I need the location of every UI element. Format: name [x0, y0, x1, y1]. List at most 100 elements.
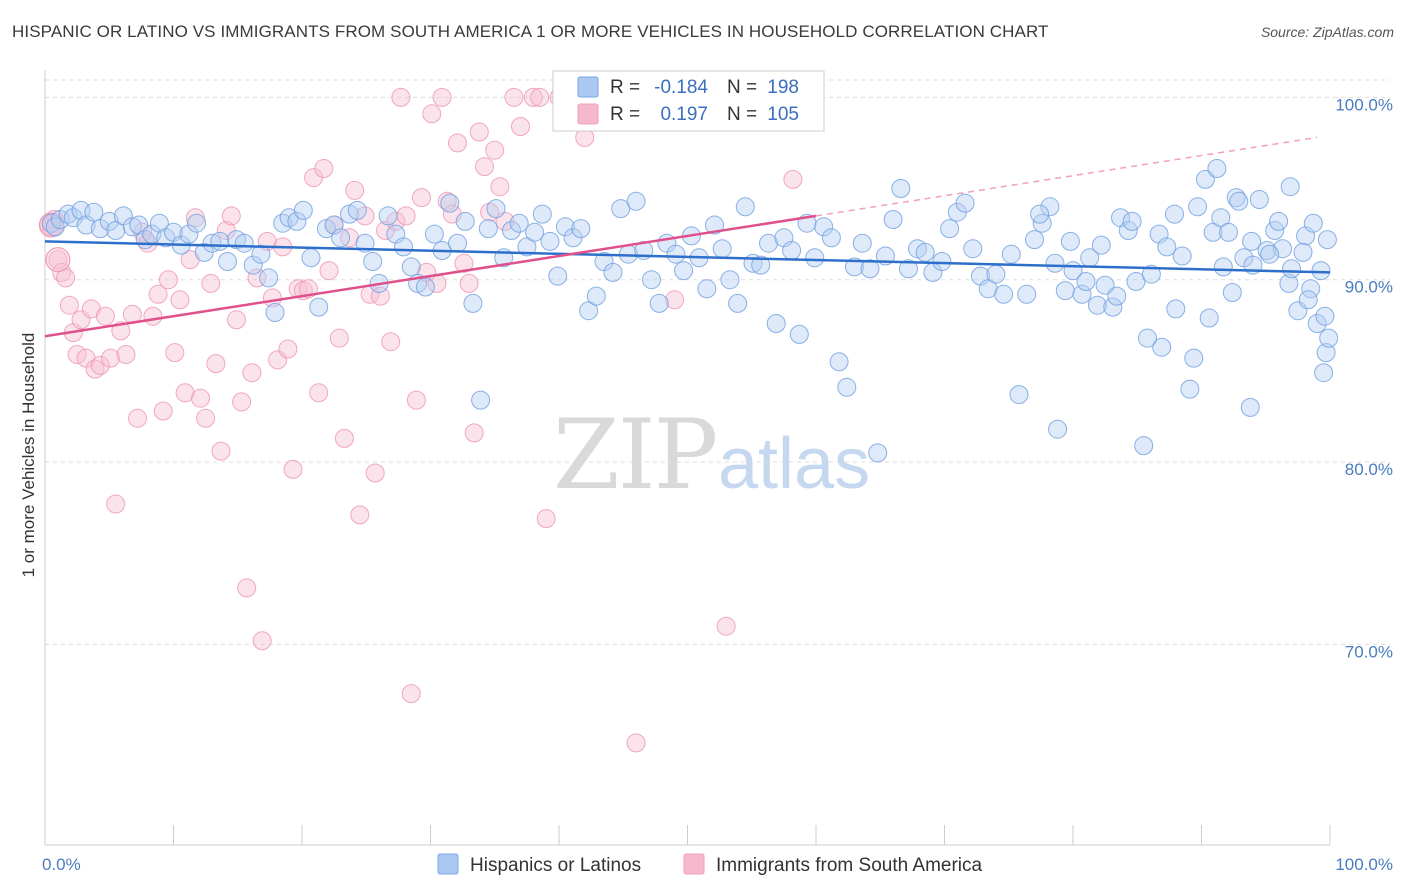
hispanics-point-133	[1055, 281, 1075, 301]
hispanics-point-76	[611, 199, 631, 219]
hispanics-point-188	[1166, 299, 1186, 319]
immigrants-point-13	[90, 355, 110, 375]
hispanics-point-83	[666, 244, 686, 264]
hispanics-point-165	[1303, 213, 1323, 233]
hispanics-point-84	[674, 261, 694, 281]
hispanics-point-152	[1203, 222, 1223, 242]
hispanics-point-190	[1138, 328, 1157, 348]
hispanics-point-148	[1172, 246, 1192, 266]
immigrants-point-33	[196, 408, 216, 428]
hispanics-point-159	[1257, 241, 1277, 260]
hispanics-point-63	[509, 213, 529, 233]
immigrants-point-29	[175, 383, 195, 403]
immigrants-point-87	[475, 157, 494, 177]
hispanics-point-123	[978, 279, 998, 299]
hispanics-point-109	[868, 443, 888, 463]
hispanics-point-143	[1134, 436, 1154, 456]
hispanics-point-195	[1060, 231, 1080, 251]
immigrants-point-39	[227, 310, 246, 330]
hispanics-point-90	[720, 270, 740, 290]
hispanics-point-64	[517, 237, 537, 257]
immigrants-point-72	[396, 206, 416, 226]
immigrants-point-15	[101, 348, 120, 368]
hispanics-point-37	[309, 297, 329, 317]
hispanics-point-170	[1240, 397, 1260, 417]
series-legend: Hispanics or Latinos Immigrants from Sou…	[437, 853, 983, 876]
hispanics-point-49	[401, 257, 421, 277]
immigrants-point-95	[530, 87, 550, 107]
immigrants-point-73	[401, 684, 421, 704]
hispanics-point-111	[883, 210, 903, 229]
hispanics-point-157	[1242, 231, 1262, 251]
hispanics-point-125	[994, 284, 1014, 304]
hispanics-point-81	[649, 293, 669, 313]
immigrants-point-66	[365, 463, 385, 483]
hispanics-point-80	[642, 270, 661, 290]
immigrants-point-85	[464, 423, 484, 443]
hispanics-point-25	[218, 252, 237, 271]
hispanics-point-181	[1282, 259, 1301, 279]
hispanics-point-178	[1316, 343, 1336, 363]
hispanics-point-69	[555, 217, 575, 237]
hispanics-point-104	[829, 352, 849, 372]
immigrants-point-62	[345, 180, 365, 200]
hispanics-point-102	[814, 217, 834, 237]
stats-legend: R = -0.184 N = 198 R = 0.197 N = 105	[552, 70, 825, 132]
hispanics-point-184	[1229, 191, 1249, 211]
hispanics-point-35	[293, 200, 313, 220]
hispanics-point-129	[1025, 230, 1044, 250]
immigrants-point-50	[283, 459, 303, 479]
hispanics-point-34	[287, 211, 307, 231]
y-tick-label-2: 80.0%	[1345, 460, 1393, 479]
stats-r-value-1: -0.184	[654, 77, 708, 98]
hispanics-point-60	[486, 199, 506, 219]
hispanics-point-65	[525, 222, 545, 242]
immigrants-point-25	[153, 401, 173, 421]
hispanics-point-150	[1188, 197, 1208, 217]
stats-swatch-immigrants	[577, 103, 599, 125]
hispanics-point-120	[955, 193, 975, 213]
hispanics-point-171	[1260, 244, 1280, 264]
hispanics-point-46	[378, 206, 398, 226]
hispanics-point-103	[821, 228, 841, 248]
immigrants-point-59	[329, 328, 349, 348]
chart-title: HISPANIC OR LATINO VS IMMIGRANTS FROM SO…	[12, 22, 1049, 41]
hispanics-point-167	[1317, 230, 1337, 250]
stats-r-label-2: R =	[610, 104, 640, 125]
immigrants-point-93	[511, 117, 530, 136]
hispanics-point-115	[915, 242, 935, 262]
immigrants-point-36	[211, 441, 231, 461]
hispanics-point-27	[234, 233, 254, 253]
hispanics-point-40	[331, 228, 351, 248]
hispanics-point-172	[1279, 273, 1299, 293]
hispanics-point-58	[471, 390, 491, 410]
immigrants-point-23	[143, 306, 163, 326]
hispanics-point-144	[1141, 264, 1161, 284]
hispanics-point-52	[424, 224, 444, 244]
immigrants-point-74	[406, 390, 426, 410]
hispanics-point-193	[1091, 235, 1111, 255]
hispanics-point-56	[455, 211, 475, 231]
immigrants-point-60	[334, 428, 354, 448]
hispanics-point-55	[448, 233, 467, 253]
immigrants-point-6	[59, 295, 79, 315]
x-tick-label-1: 100.0%	[1335, 855, 1393, 874]
immigrants-point-56	[314, 159, 334, 178]
hispanics-point-62	[502, 221, 521, 240]
immigrants-point-41	[237, 578, 257, 598]
stats-r-label-1: R =	[610, 77, 640, 98]
hispanics-point-107	[852, 233, 872, 253]
watermark-zip: ZIP	[553, 399, 716, 511]
immigrants-point-27	[165, 343, 185, 363]
hispanics-point-161	[1273, 239, 1292, 259]
hispanics-point-158	[1249, 190, 1269, 209]
immigrants-point-103	[716, 616, 736, 636]
hispanics-point-73	[586, 286, 606, 306]
hispanics-point-191	[1122, 211, 1142, 231]
immigrants-point-102	[665, 290, 685, 310]
immigrants-point-83	[454, 253, 474, 273]
immigrants-point-32	[191, 388, 210, 408]
hispanics-point-54	[440, 193, 460, 213]
series-hispanics-points	[41, 159, 1339, 463]
hispanics-point-180	[1298, 290, 1318, 310]
